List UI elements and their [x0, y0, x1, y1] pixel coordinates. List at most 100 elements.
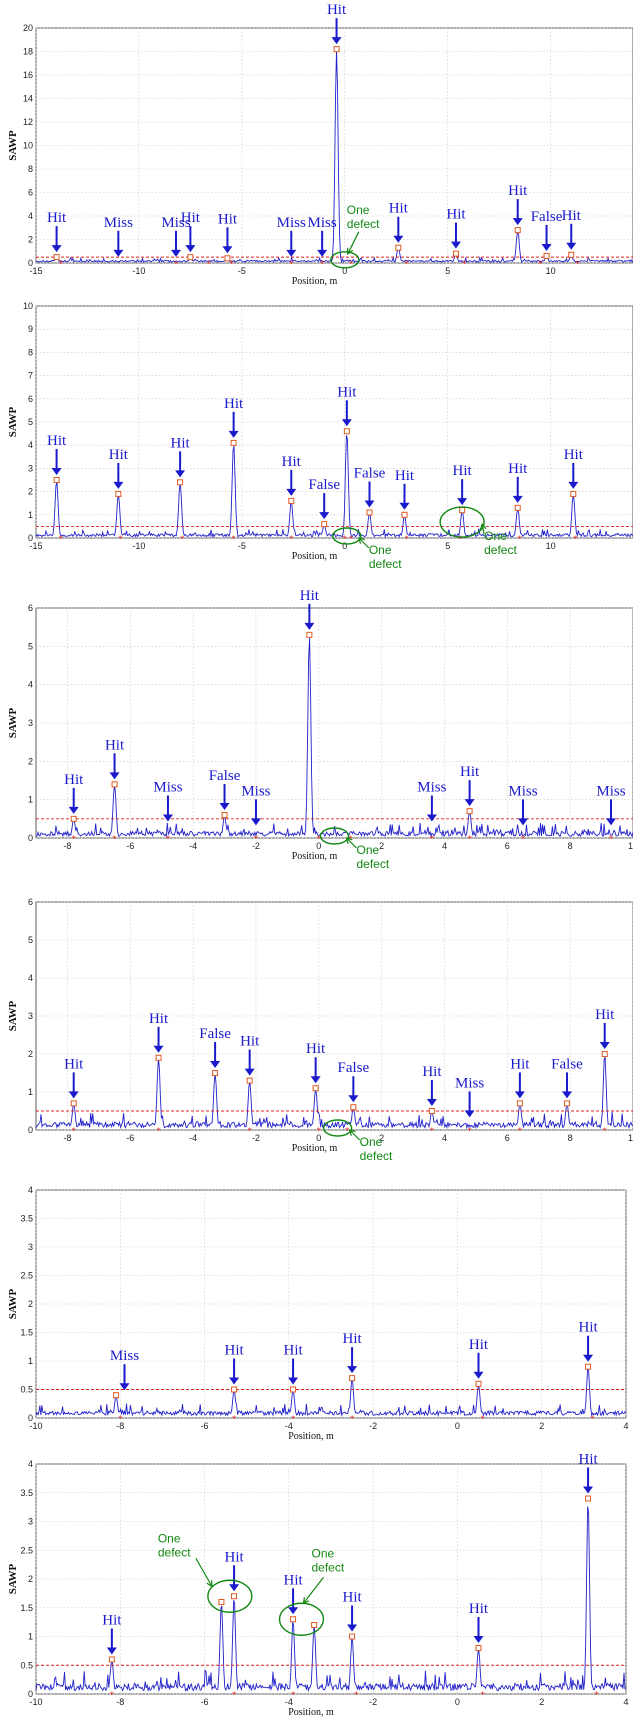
arrow-head [288, 1607, 299, 1615]
defect-arrow [481, 523, 485, 535]
y-tick-label: 10 [23, 301, 33, 311]
y-tick-label: 3.5 [20, 1214, 33, 1224]
annotation-hit: Hit [562, 208, 582, 250]
x-tick-label: 4 [442, 1133, 447, 1143]
arrow-head [286, 488, 297, 496]
defect-arrow [195, 1557, 213, 1587]
annotation-hit: Hit [469, 1601, 489, 1643]
peak-marker [350, 1104, 357, 1111]
defect-marker: * [112, 834, 117, 844]
annotation-hit: Hit [578, 1452, 598, 1494]
annotation-hit: Hit [508, 183, 528, 226]
x-tick-label: 8 [568, 841, 573, 851]
annotation-miss: Miss [508, 783, 538, 826]
defect-label: One defect [312, 1546, 345, 1574]
y-tick-label: 6 [28, 897, 33, 907]
y-tick-label: 6 [28, 603, 33, 613]
arrow-head [393, 235, 404, 243]
defect-arrow [303, 1576, 324, 1604]
annotation-label: Hit [342, 1331, 362, 1347]
defect-marker: * [320, 259, 325, 269]
annotation-hit: Hit [337, 384, 357, 427]
defect-arrow-head [206, 1580, 213, 1588]
defect-marker: * [467, 834, 472, 844]
x-axis-label: Position, m [292, 851, 338, 862]
x-tick-label: 10 [628, 1133, 633, 1143]
arrow-head [399, 502, 410, 510]
signal-trace [35, 49, 633, 264]
annotation-label: Hit [224, 1343, 244, 1359]
chart-panel-5: -10 -8 -6 -4 -2 0 2 4 0 0.5 1 1.5 2 2.5 3 3.5 4 Position,… [7, 1185, 629, 1442]
arrow-head [170, 249, 181, 257]
annotation-hit: Hit [283, 1343, 303, 1385]
x-tick-label: -2 [369, 1697, 377, 1707]
defect-marker: * [602, 1126, 607, 1136]
defect-label-line: defect [312, 1560, 345, 1574]
y-tick-label: 16 [23, 70, 33, 80]
defect-group-1: One defect [319, 827, 390, 871]
x-tick-label: 10 [628, 841, 633, 851]
arrow-head [113, 249, 124, 257]
arrow-head [51, 245, 62, 253]
arrow-head [113, 481, 124, 489]
signal-trace [35, 435, 633, 539]
arrow-head [514, 1091, 525, 1099]
arrow-head [119, 1383, 130, 1391]
defect-marker: * [350, 1414, 355, 1424]
annotation-label: Hit [181, 210, 201, 226]
y-tick-label: 3 [28, 718, 33, 728]
annotation-hit: Hit [224, 1343, 244, 1385]
y-tick-label: 0.5 [20, 1660, 33, 1670]
annotation-hit: Hit [149, 1011, 169, 1053]
y-tick-label: 4 [28, 1185, 33, 1195]
annotation-label: Hit [240, 1034, 260, 1050]
defect-label: One defect [369, 543, 402, 571]
arrow-head [348, 1095, 359, 1103]
x-tick-label: -5 [238, 541, 246, 551]
defect-group-2: One defect [439, 506, 517, 557]
defect-arrow-head [357, 537, 365, 544]
arrow-head [464, 1110, 475, 1118]
peak-marker [306, 631, 313, 638]
defect-marker: * [291, 1414, 296, 1424]
defect-marker: * [156, 1126, 161, 1136]
defect-marker: * [349, 534, 354, 544]
peak-marker [564, 1100, 571, 1107]
y-tick-label: 1 [28, 510, 33, 520]
arrow-head [162, 814, 173, 822]
y-tick-label: 2.5 [20, 1545, 33, 1555]
peak-marker [514, 227, 521, 234]
peak-marker [230, 439, 237, 446]
y-tick-label: 1 [28, 795, 33, 805]
defect-marker: * [404, 259, 409, 269]
x-axis-label: Position, m [292, 1143, 338, 1154]
x-tick-label: -10 [29, 1421, 42, 1431]
annotation-label: Miss [161, 215, 190, 231]
annotation-label: Hit [422, 1064, 442, 1080]
x-tick-label: -6 [201, 1421, 209, 1431]
peak-marker [212, 1070, 219, 1076]
peak-marker [428, 1108, 435, 1114]
annotation-hit: Hit [460, 764, 480, 807]
defect-marker: * [467, 1126, 472, 1136]
annotation-hit: Hit [283, 1572, 303, 1615]
x-tick-label: 6 [505, 1133, 510, 1143]
arrow-head [450, 241, 461, 249]
arrow-head [341, 419, 352, 427]
defect-marker: * [518, 1126, 523, 1136]
arrow-head [310, 1076, 321, 1084]
defect-marker: * [521, 834, 526, 844]
arrow-head [464, 799, 475, 807]
annotation-miss: Miss [153, 780, 183, 822]
annotation-hit: Hit [508, 461, 528, 503]
annotation-label: Hit [562, 208, 582, 224]
defect-marker: * [174, 259, 179, 269]
y-axis-label: SAWP [7, 406, 19, 437]
arrow-head [347, 1624, 358, 1632]
annotation-hit: Hit [224, 396, 244, 438]
peak-marker [218, 1599, 225, 1605]
annotation-hit: Hit [105, 737, 125, 780]
defect-marker: * [354, 1690, 359, 1700]
defect-marker: * [317, 1126, 322, 1136]
annotation-label: Hit [109, 447, 129, 463]
